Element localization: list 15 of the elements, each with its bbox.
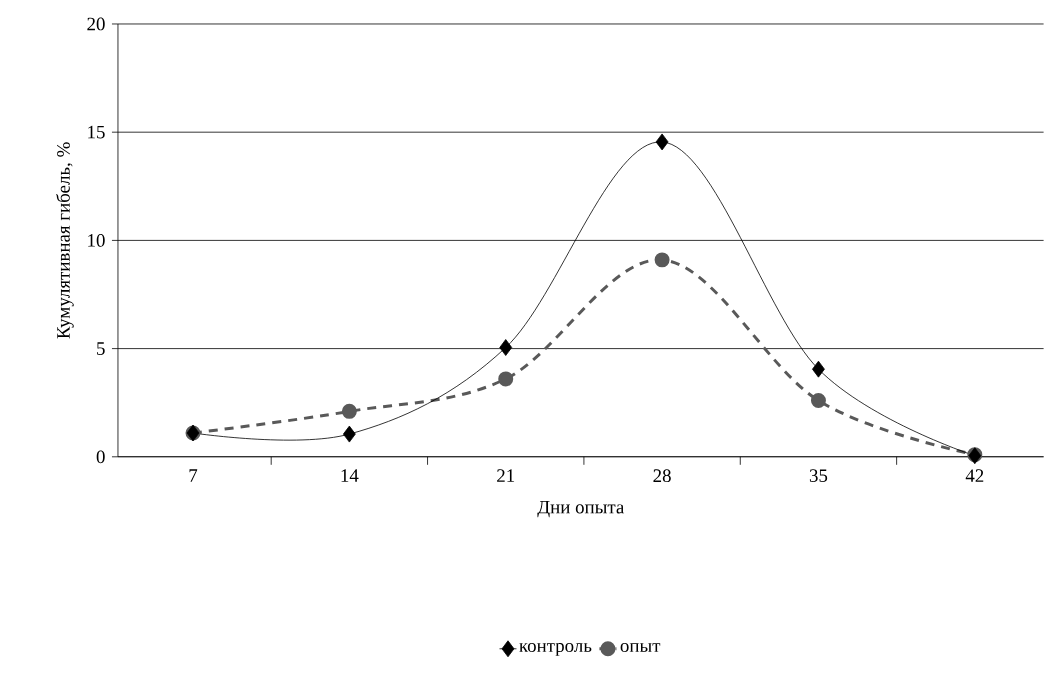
x-tick-label: 28 bbox=[653, 469, 671, 483]
y-tick-label: 0 bbox=[96, 450, 105, 464]
y-tick-label: 15 bbox=[88, 126, 105, 139]
x-tick-label: 35 bbox=[809, 469, 828, 483]
y-tick-label: 10 bbox=[88, 234, 105, 247]
x-tick-label: 14 bbox=[341, 469, 359, 482]
legend-label: контроль bbox=[519, 643, 592, 656]
y-axis-title: Кумулятивная гибель, % bbox=[56, 142, 74, 339]
x-tick-label: 7 bbox=[189, 469, 198, 482]
y-tick-label: 20 bbox=[87, 17, 105, 31]
y-tick-label: 5 bbox=[97, 342, 105, 356]
x-tick-label: 21 bbox=[497, 469, 515, 482]
legend-label: опыт bbox=[620, 643, 661, 653]
x-tick-label: 42 bbox=[965, 469, 984, 482]
x-axis-title: Дни опыта bbox=[537, 501, 625, 518]
